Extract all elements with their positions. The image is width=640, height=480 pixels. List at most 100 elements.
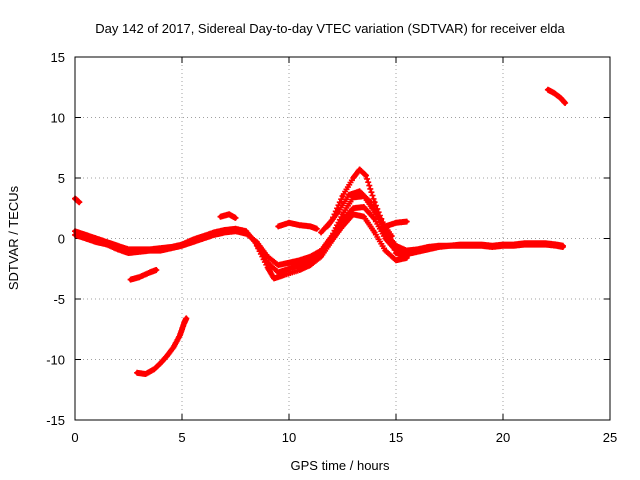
data-point <box>201 233 206 239</box>
data-point <box>77 200 82 205</box>
y-tick-label: 10 <box>51 111 65 126</box>
data-point <box>104 239 110 245</box>
data-point <box>226 212 232 217</box>
data-point <box>314 226 320 232</box>
data-point <box>297 267 302 273</box>
data-point <box>143 371 148 377</box>
data-point <box>318 230 324 235</box>
data-point <box>511 243 516 248</box>
plot-area <box>72 86 569 377</box>
data-point <box>340 193 345 199</box>
series-segment-7h <box>217 211 239 221</box>
data-point <box>169 244 174 250</box>
data-point <box>164 353 170 359</box>
data-point <box>308 262 313 268</box>
data-point <box>404 219 409 224</box>
series-track-mid <box>324 188 395 240</box>
data-point <box>276 270 281 275</box>
data-point <box>147 270 153 275</box>
data-point <box>336 209 341 215</box>
x-tick-label: 5 <box>178 430 185 445</box>
data-point <box>297 222 302 228</box>
data-point <box>329 238 334 244</box>
data-point <box>137 247 142 252</box>
data-point <box>181 321 187 326</box>
x-tick-label: 20 <box>496 430 510 445</box>
series-segment-22h <box>544 86 569 106</box>
data-point <box>177 333 183 338</box>
data-point <box>286 266 292 271</box>
data-point <box>308 224 313 229</box>
data-point <box>562 100 568 106</box>
data-point <box>83 232 88 238</box>
data-point <box>137 275 142 280</box>
y-tick-label: -5 <box>53 292 65 307</box>
series-segment-10h <box>275 219 320 232</box>
data-point <box>357 167 362 172</box>
data-point <box>233 226 238 232</box>
data-point <box>265 265 270 270</box>
data-point <box>218 214 223 219</box>
data-point <box>286 220 292 225</box>
data-point <box>543 242 548 247</box>
tick-labels: 0 5 10 15 20 25 -15 -10 -5 0 5 10 15 <box>46 50 617 445</box>
data-point <box>363 173 369 178</box>
data-point <box>318 254 324 259</box>
y-tick-label: -10 <box>46 353 65 368</box>
data-point <box>552 91 557 96</box>
data-point <box>351 212 356 217</box>
data-point <box>393 250 399 256</box>
data-point <box>244 229 249 234</box>
data-point <box>171 345 176 350</box>
data-point <box>179 242 185 247</box>
data-point <box>378 218 384 223</box>
data-point <box>128 277 133 282</box>
data-point <box>357 189 362 194</box>
data-point <box>134 370 140 376</box>
data-point <box>115 243 121 248</box>
data-point <box>211 230 217 235</box>
data-point <box>372 200 377 205</box>
series-segment-deep <box>134 315 190 377</box>
data-point <box>389 233 394 239</box>
data-point <box>479 243 484 248</box>
data-point <box>560 244 566 250</box>
data-point <box>276 262 281 268</box>
data-point <box>184 316 189 321</box>
x-tick-label: 10 <box>282 430 296 445</box>
data-point <box>468 243 474 248</box>
data-point <box>126 247 131 252</box>
data-point <box>271 276 277 281</box>
y-tick-label: 5 <box>58 171 65 186</box>
chart-title: Day 142 of 2017, Sidereal Day-to-day VTE… <box>95 21 565 36</box>
data-point <box>545 87 551 92</box>
data-point <box>558 95 563 101</box>
data-point <box>147 247 153 252</box>
plot-frame <box>74 56 611 421</box>
data-point <box>404 254 409 259</box>
series-segment-15h <box>382 218 410 230</box>
data-point <box>425 247 431 252</box>
x-tick-label: 25 <box>603 430 617 445</box>
series-track-c <box>253 211 410 282</box>
data-point <box>254 243 260 248</box>
data-point <box>361 214 367 219</box>
data-point <box>351 175 356 181</box>
data-point <box>361 204 367 210</box>
y-tick-label: -15 <box>46 413 65 428</box>
x-tick-label: 0 <box>71 430 78 445</box>
data-point <box>282 272 287 277</box>
data-point <box>554 243 559 248</box>
data-point <box>368 200 373 205</box>
y-axis-label: SDTVAR / TECUs <box>6 185 21 290</box>
data-point <box>532 242 538 247</box>
data-point <box>158 360 163 366</box>
x-tick-label: 15 <box>389 430 403 445</box>
data-point <box>372 230 377 235</box>
data-point <box>325 224 330 229</box>
data-point <box>340 224 345 229</box>
series-segment-low-left <box>127 267 160 283</box>
data-point <box>158 245 163 251</box>
data-point <box>346 192 352 198</box>
